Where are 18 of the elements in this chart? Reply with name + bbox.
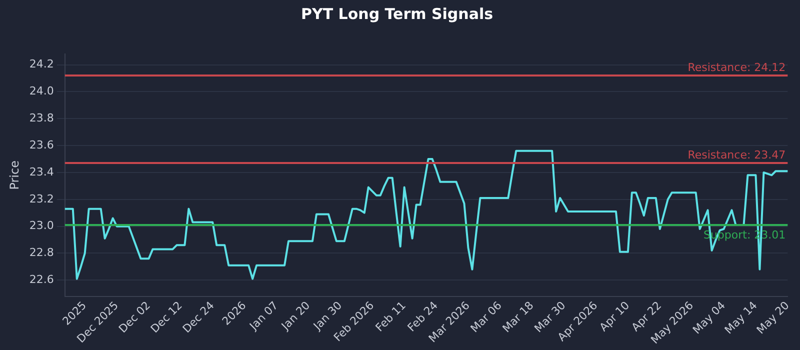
y-tick-label: 22.8 xyxy=(29,246,54,260)
ref-line-label: Resistance: 23.47 xyxy=(688,148,786,162)
x-tick-label: Feb 11 xyxy=(373,298,408,334)
y-tick-label: 23.4 xyxy=(29,165,54,178)
x-tick-label: Jan 20 xyxy=(278,298,313,334)
chart-title: PYT Long Term Signals xyxy=(300,4,494,23)
y-tick-label: 22.6 xyxy=(29,273,54,286)
y-tick-label: 24.2 xyxy=(29,58,54,71)
x-tick-label: Dec 24 xyxy=(180,298,217,336)
y-axis-title: Price xyxy=(7,160,22,190)
y-tick-label: 23.8 xyxy=(29,111,54,124)
y-tick-label: 23.6 xyxy=(29,138,54,152)
ref-line-label: Resistance: 24.12 xyxy=(688,60,786,74)
y-tick-label: 23.2 xyxy=(29,192,54,206)
x-tick-label: Apr 10 xyxy=(597,298,632,334)
y-tick-label: 24.0 xyxy=(29,84,54,98)
y-tick-label: 23.0 xyxy=(29,219,54,232)
x-tick-label: Jan 07 xyxy=(246,298,281,334)
